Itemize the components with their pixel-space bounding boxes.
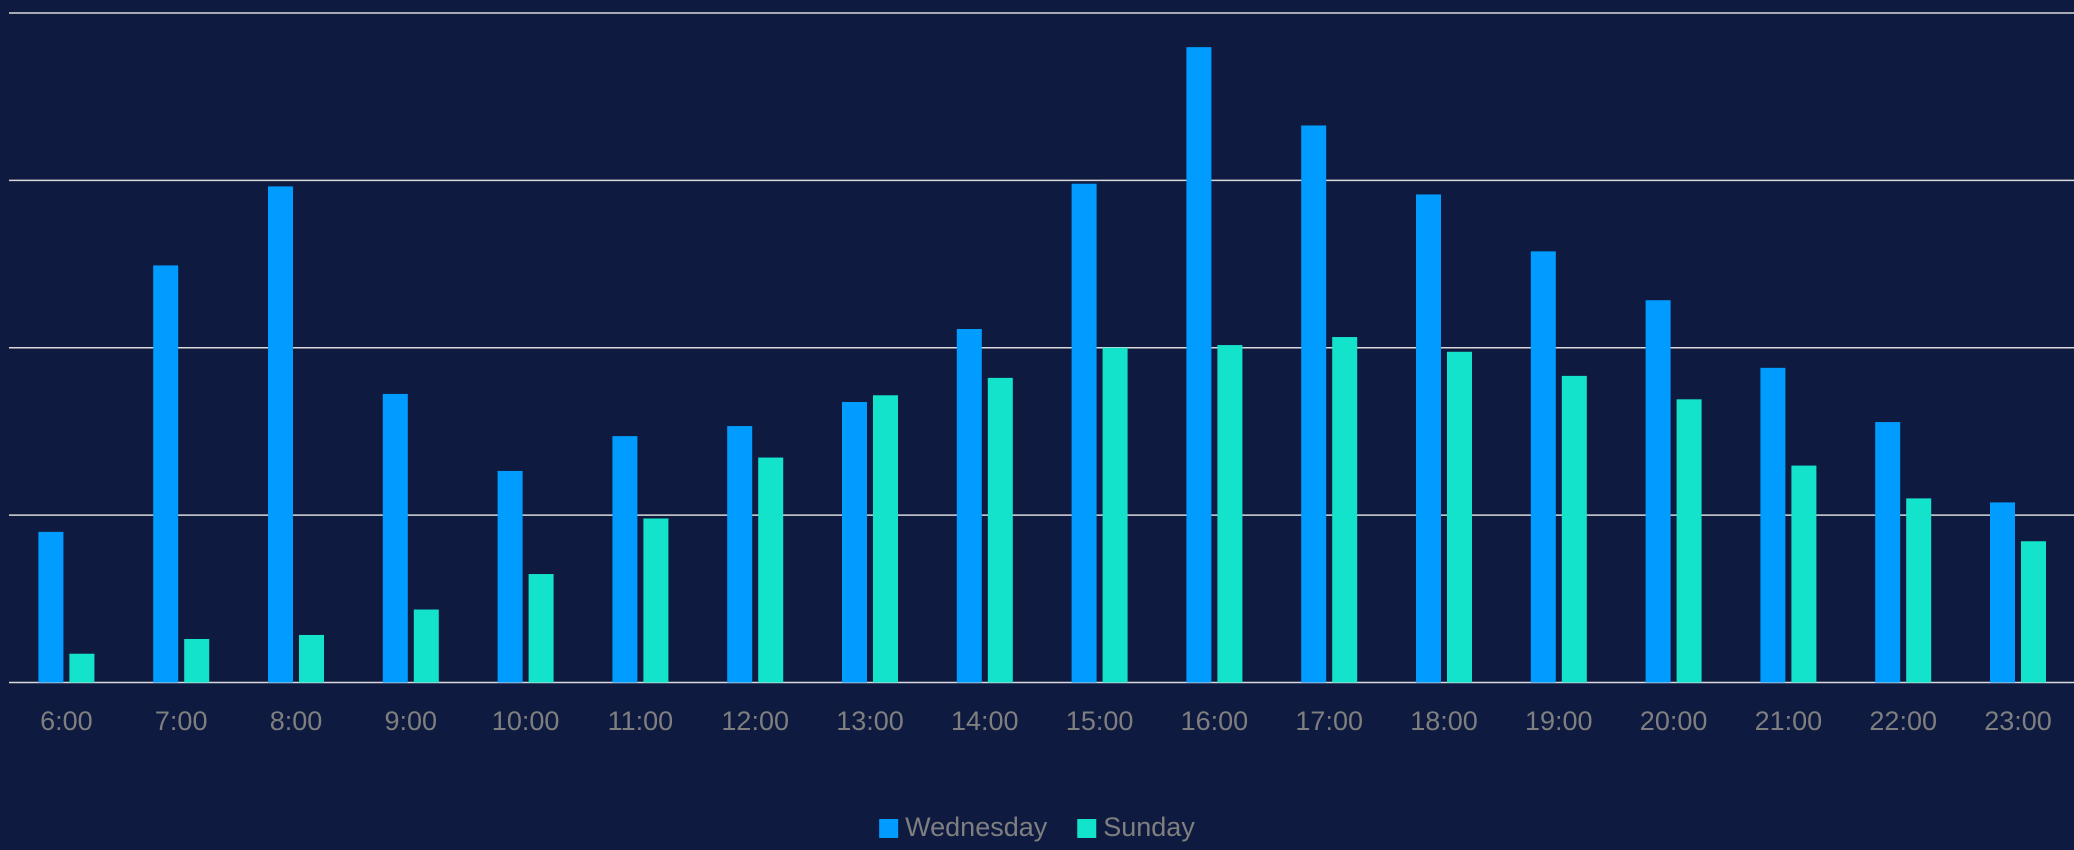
bar: [1447, 351, 1472, 683]
x-tick-label: 10:00: [492, 706, 560, 736]
x-tick-label: 7:00: [155, 706, 208, 736]
bar: [1301, 125, 1327, 683]
bar: [1102, 347, 1128, 683]
x-tick-label: 23:00: [1984, 706, 2052, 736]
x-tick-label: 18:00: [1410, 706, 1478, 736]
x-tick-label: 11:00: [608, 706, 674, 736]
bar: [1906, 498, 1932, 683]
x-tick-label: 19:00: [1525, 706, 1593, 736]
legend-swatch: [879, 819, 899, 838]
x-tick-label: 20:00: [1640, 706, 1708, 736]
bar: [1676, 399, 1702, 683]
legend-item: Wednesday: [879, 812, 1048, 842]
x-tick-label: 21:00: [1755, 706, 1823, 736]
bar: [1217, 345, 1243, 683]
legend-swatch: [1077, 819, 1097, 838]
x-tick-label: 9:00: [385, 706, 438, 736]
bar: [497, 470, 523, 683]
x-tick-label: 8:00: [270, 706, 323, 736]
bar: [1530, 251, 1556, 683]
bar: [1561, 375, 1587, 683]
x-tick-label: 16:00: [1181, 706, 1249, 736]
x-tick-label: 13:00: [836, 706, 904, 736]
bar: [2021, 541, 2046, 683]
bar: [1071, 183, 1097, 683]
x-tick-label: 15:00: [1066, 706, 1134, 736]
bar: [987, 377, 1013, 683]
bar: [1645, 300, 1671, 683]
bar: [1760, 367, 1786, 683]
bar: [1875, 422, 1901, 683]
bar: [38, 531, 64, 683]
bar: [268, 186, 293, 683]
x-tick-label: 6:00: [40, 706, 93, 736]
bar: [842, 401, 867, 683]
bar: [956, 329, 982, 683]
bar: [184, 638, 210, 683]
bar: [1186, 47, 1212, 683]
legend-label: Wednesday: [905, 812, 1048, 842]
bar: [1990, 502, 2015, 683]
bar: [643, 518, 669, 683]
bar: [727, 426, 753, 683]
legend-item: Sunday: [1077, 812, 1195, 842]
bar: [612, 436, 638, 683]
bar: [382, 393, 408, 683]
bar: [1791, 465, 1817, 683]
legend-label: Sunday: [1103, 812, 1195, 842]
bar: [69, 653, 95, 683]
bar: [1416, 194, 1441, 683]
bar: [413, 609, 439, 683]
bar: [873, 395, 898, 683]
x-tick-label: 12:00: [721, 706, 789, 736]
bar: [299, 634, 324, 683]
bar: [758, 457, 784, 683]
x-tick-label: 22:00: [1869, 706, 1937, 736]
x-tick-label: 14:00: [951, 706, 1019, 736]
bar: [528, 574, 554, 683]
x-tick-label: 17:00: [1295, 706, 1363, 736]
bar: [1332, 337, 1358, 683]
bar: [153, 265, 179, 683]
